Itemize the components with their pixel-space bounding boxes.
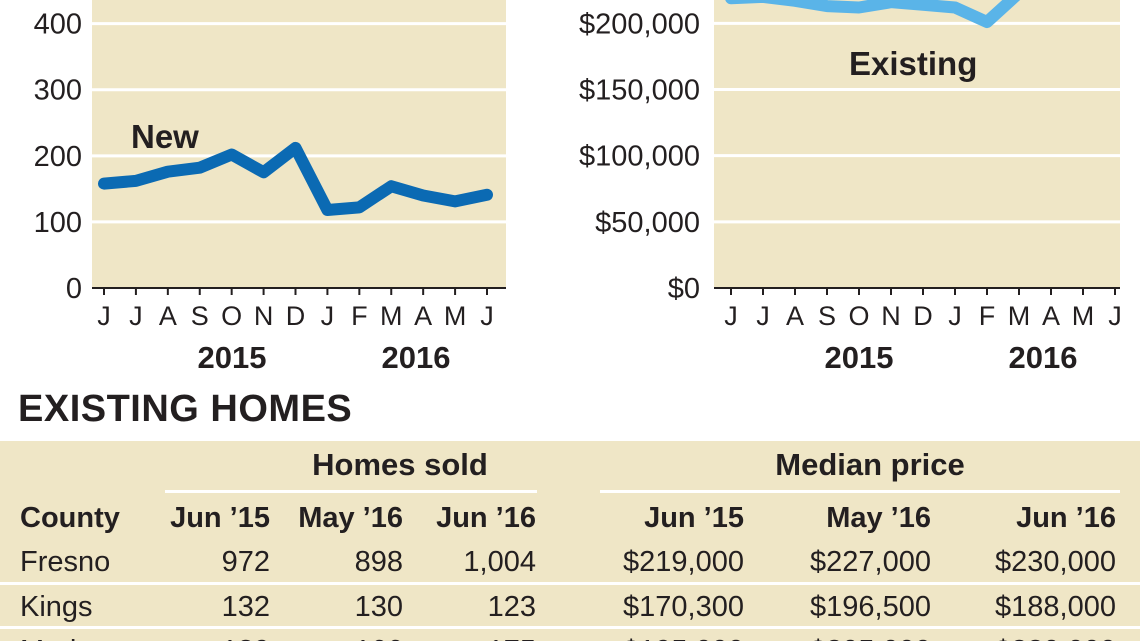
sold-jun15: 972: [221, 546, 270, 578]
series-line: [725, 0, 1021, 28]
column-header-price-may16: May ’16: [826, 502, 931, 534]
x-tick-label: O: [848, 301, 869, 331]
sold-may16: 898: [354, 546, 403, 578]
column-header-sold-jun16: Jun ’16: [436, 502, 536, 534]
x-tick-label: J: [756, 301, 770, 331]
y-tick-label: 400: [34, 9, 82, 41]
county-name: Madera: [20, 629, 118, 641]
price-may16: $227,000: [810, 546, 931, 578]
x-tick-label: M: [1008, 301, 1031, 331]
column-header-sold-may16: May ’16: [298, 502, 403, 534]
x-tick-label: A: [159, 301, 177, 331]
y-tick-label: $150,000: [579, 75, 700, 107]
column-header-sold-jun15: Jun ’15: [170, 502, 270, 534]
sold-jun16: 1,004: [463, 546, 536, 578]
column-header-price-jun15: Jun ’15: [644, 502, 744, 534]
column-header-county: County: [20, 502, 120, 534]
x-tick-label: F: [979, 301, 996, 331]
series-line: [98, 141, 493, 216]
price-may16: $205,000: [810, 629, 931, 641]
price-jun15: $219,000: [623, 546, 744, 578]
county-name: Fresno: [20, 546, 111, 578]
group-underline-median-price: [600, 490, 1120, 493]
group-header-median-price: Median price: [775, 447, 965, 482]
y-tick-label: 300: [34, 75, 82, 107]
price-jun16: $230,000: [995, 546, 1116, 578]
sold-may16: 166: [355, 629, 403, 641]
x-tick-label: A: [1042, 301, 1060, 331]
table-header-row: County Jun ’15 May ’16 Jun ’16 Jun ’15 M…: [0, 496, 1140, 540]
x-tick-label: D: [286, 301, 306, 331]
price-jun15: $170,300: [623, 591, 744, 623]
x-tick-label: A: [786, 301, 804, 331]
sold-jun15: 132: [221, 591, 270, 623]
x-tick-label: M: [1072, 301, 1095, 331]
x-tick-label: J: [129, 301, 143, 331]
table-row: Madera 139 166 175 $195,000 $205,000 $22…: [0, 626, 1140, 641]
x-tick-label: F: [351, 301, 368, 331]
x-tick-label: M: [444, 301, 467, 331]
x-tick-label: N: [881, 301, 901, 331]
y-tick-label: $100,000: [579, 141, 700, 173]
year-label: 2016: [1009, 340, 1078, 375]
year-label: 2015: [198, 340, 267, 375]
y-tick-label: $0: [668, 273, 700, 305]
x-tick-label: J: [97, 301, 111, 331]
x-tick-label: J: [948, 301, 962, 331]
x-tick-label: A: [414, 301, 432, 331]
x-tick-label: S: [818, 301, 836, 331]
sold-jun16: 175: [488, 629, 536, 641]
x-tick-label: N: [254, 301, 274, 331]
year-label: 2016: [382, 340, 451, 375]
plot-area: [714, 0, 1120, 288]
y-tick-label: $50,000: [595, 207, 700, 239]
existing-homes-table: Homes sold Median price County Jun ’15 M…: [0, 441, 1140, 641]
series-label: Existing: [849, 45, 977, 82]
x-tick-label: J: [480, 301, 494, 331]
group-header-homes-sold: Homes sold: [312, 447, 488, 482]
y-tick-label: 0: [66, 273, 82, 305]
sold-may16: 130: [354, 591, 403, 623]
price-jun16: $220,000: [995, 629, 1116, 641]
price-may16: $196,500: [810, 591, 931, 623]
table-row: Kings 132 130 123 $170,300 $196,500 $188…: [0, 582, 1140, 629]
price-jun15: $195,000: [623, 629, 744, 641]
sold-jun15: 139: [222, 629, 270, 641]
y-tick-label: 100: [34, 207, 82, 239]
section-title: EXISTING HOMES: [18, 388, 353, 430]
price-jun16: $188,000: [995, 591, 1116, 623]
x-tick-label: D: [913, 301, 933, 331]
x-tick-label: O: [221, 301, 242, 331]
column-header-price-jun16: Jun ’16: [1016, 502, 1116, 534]
group-underline-homes-sold: [165, 490, 537, 493]
x-tick-label: J: [1108, 301, 1122, 331]
y-tick-label: 200: [34, 141, 82, 173]
year-label: 2015: [825, 340, 894, 375]
x-tick-label: J: [724, 301, 738, 331]
x-tick-label: J: [321, 301, 335, 331]
y-tick-label: $200,000: [579, 8, 700, 40]
series-label: New: [131, 118, 199, 155]
sold-jun16: 123: [487, 591, 536, 623]
table-row: Fresno 972 898 1,004 $219,000 $227,000 $…: [0, 540, 1140, 584]
x-tick-label: S: [191, 301, 209, 331]
county-name: Kings: [20, 591, 93, 623]
x-tick-label: M: [380, 301, 403, 331]
